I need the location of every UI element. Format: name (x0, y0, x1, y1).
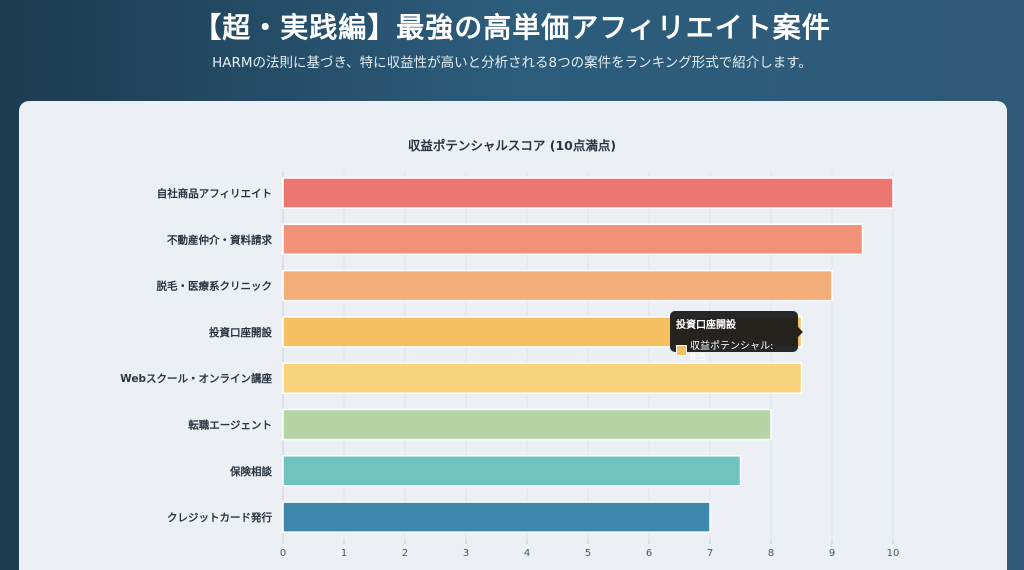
x-tick-label: 2 (402, 548, 408, 559)
x-tick-label: 3 (463, 548, 469, 559)
bar-1 (282, 177, 894, 209)
x-tick-label: 8 (768, 548, 774, 559)
tooltip-color-swatch (676, 344, 687, 356)
bar-5 (282, 362, 803, 394)
category-label: 保険相談 (229, 465, 272, 478)
x-tick-label: 7 (707, 548, 713, 559)
tooltip-label: 収益ポテンシャル: 8.5 (689, 341, 774, 363)
x-tick-label: 9 (829, 548, 835, 559)
bar-6 (282, 408, 772, 441)
chart-title: 収益ポテンシャルスコア (10点満点) (407, 138, 617, 153)
category-label: 転職エージェント (188, 419, 272, 432)
x-tick-label: 1 (341, 548, 347, 559)
x-tick-label: 5 (585, 548, 591, 559)
category-label: 自社商品アフィリエイト (157, 187, 272, 200)
category-label: 脱毛・医療系クリニック (157, 280, 273, 293)
tooltip-caret (798, 327, 803, 337)
x-tick-label: 6 (646, 548, 652, 559)
page-title: 【超・実践編】最強の高単価アフィリエイト案件 (193, 11, 831, 44)
x-tick-label: 4 (524, 548, 530, 559)
category-label: クレジットカード発行 (167, 511, 272, 524)
bar-7 (282, 455, 742, 487)
category-label: 投資口座開設 (209, 326, 272, 339)
category-label: Webスクール・オンライン講座 (120, 372, 272, 385)
page-subtitle: HARMの法則に基づき、特に収益性が高いと分析される8つの案件をランキング形式で… (212, 55, 812, 71)
chart-tooltip: 投資口座開設 収益ポテンシャル: 8.5 (670, 311, 803, 363)
x-tick-label: 0 (280, 548, 286, 559)
category-label: 不動産仲介・資料請求 (167, 233, 272, 246)
bar-8 (282, 501, 711, 533)
tooltip-title: 投資口座開設 (676, 320, 736, 331)
bar-3 (282, 269, 833, 302)
x-tick-label: 10 (887, 548, 900, 559)
bar-2 (282, 223, 864, 256)
